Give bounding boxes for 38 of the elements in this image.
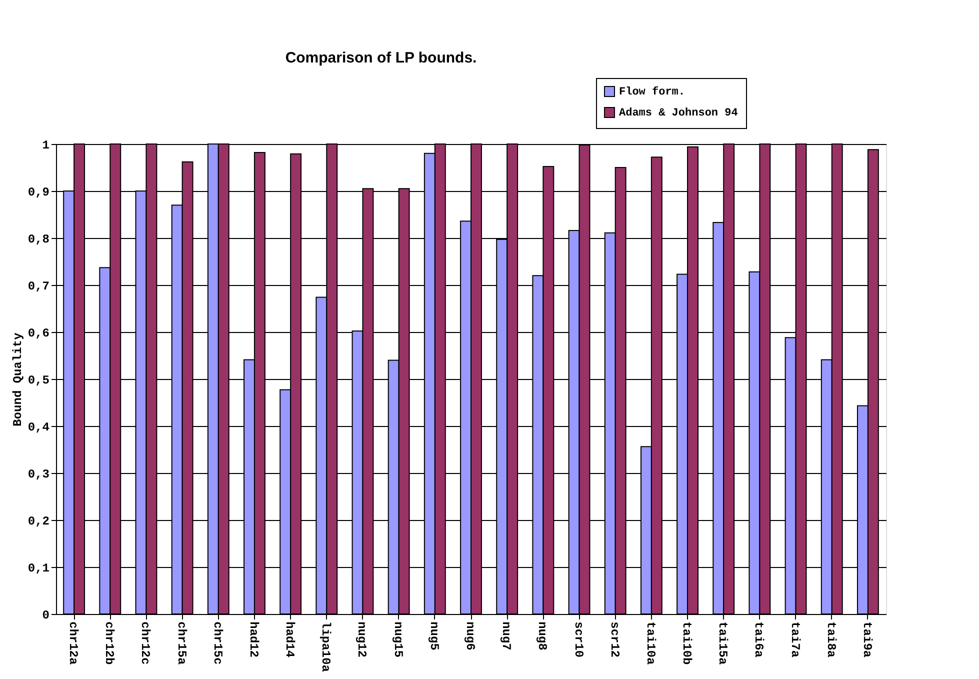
x-tick-label: nug6: [463, 622, 477, 650]
x-tick-label: tai8a: [824, 622, 838, 658]
x-tick-label: chr12c: [138, 622, 152, 665]
x-tick-label: had14: [282, 622, 297, 658]
x-tick-label: chr15c: [210, 622, 224, 665]
x-tick-label: tai10a: [643, 622, 658, 665]
chart-title: Comparison of LP bounds.: [285, 50, 477, 66]
y-tick-label: 0,8: [28, 232, 50, 246]
y-tick-label: 0,3: [28, 468, 50, 482]
legend-label: Flow form.: [619, 86, 686, 98]
y-tick-label: 0: [42, 608, 50, 622]
y-axis-title: Bound Quality: [10, 332, 25, 426]
y-tick-label: 0,1: [28, 562, 50, 576]
y-tick-label: 0,7: [28, 280, 50, 294]
y-tick-label: 0,2: [28, 514, 50, 528]
y-tick-label: 0,4: [28, 420, 50, 434]
x-tick-label: nug8: [535, 622, 550, 650]
x-tick-label: nug5: [426, 622, 441, 650]
y-tick-label: 1: [42, 138, 50, 152]
x-tick-label: tai9a: [860, 622, 874, 658]
x-tick-label: tai7a: [788, 622, 802, 658]
x-tick-label: chr12a: [66, 622, 80, 665]
x-tick-label: nug12: [354, 622, 369, 658]
y-tick-label: 0,6: [28, 326, 50, 340]
y-tick-label: 0,5: [28, 374, 50, 388]
x-tick-label: chr15a: [174, 622, 188, 665]
x-tick-label: tai10b: [680, 622, 694, 665]
x-tick-label: tai15a: [716, 622, 730, 665]
y-tick-label: 0,9: [28, 186, 50, 200]
x-tick-label: tai6a: [752, 622, 766, 658]
x-tick-label: lipa10a: [318, 622, 333, 672]
x-tick-label: had12: [246, 622, 260, 658]
x-tick-label: nug15: [390, 622, 405, 658]
legend-label: Adams & Johnson 94: [619, 108, 738, 120]
x-tick-label: scr12: [607, 622, 622, 658]
x-tick-label: chr12b: [102, 622, 116, 665]
x-tick-label: scr10: [571, 622, 586, 658]
x-tick-label: nug7: [499, 622, 514, 650]
